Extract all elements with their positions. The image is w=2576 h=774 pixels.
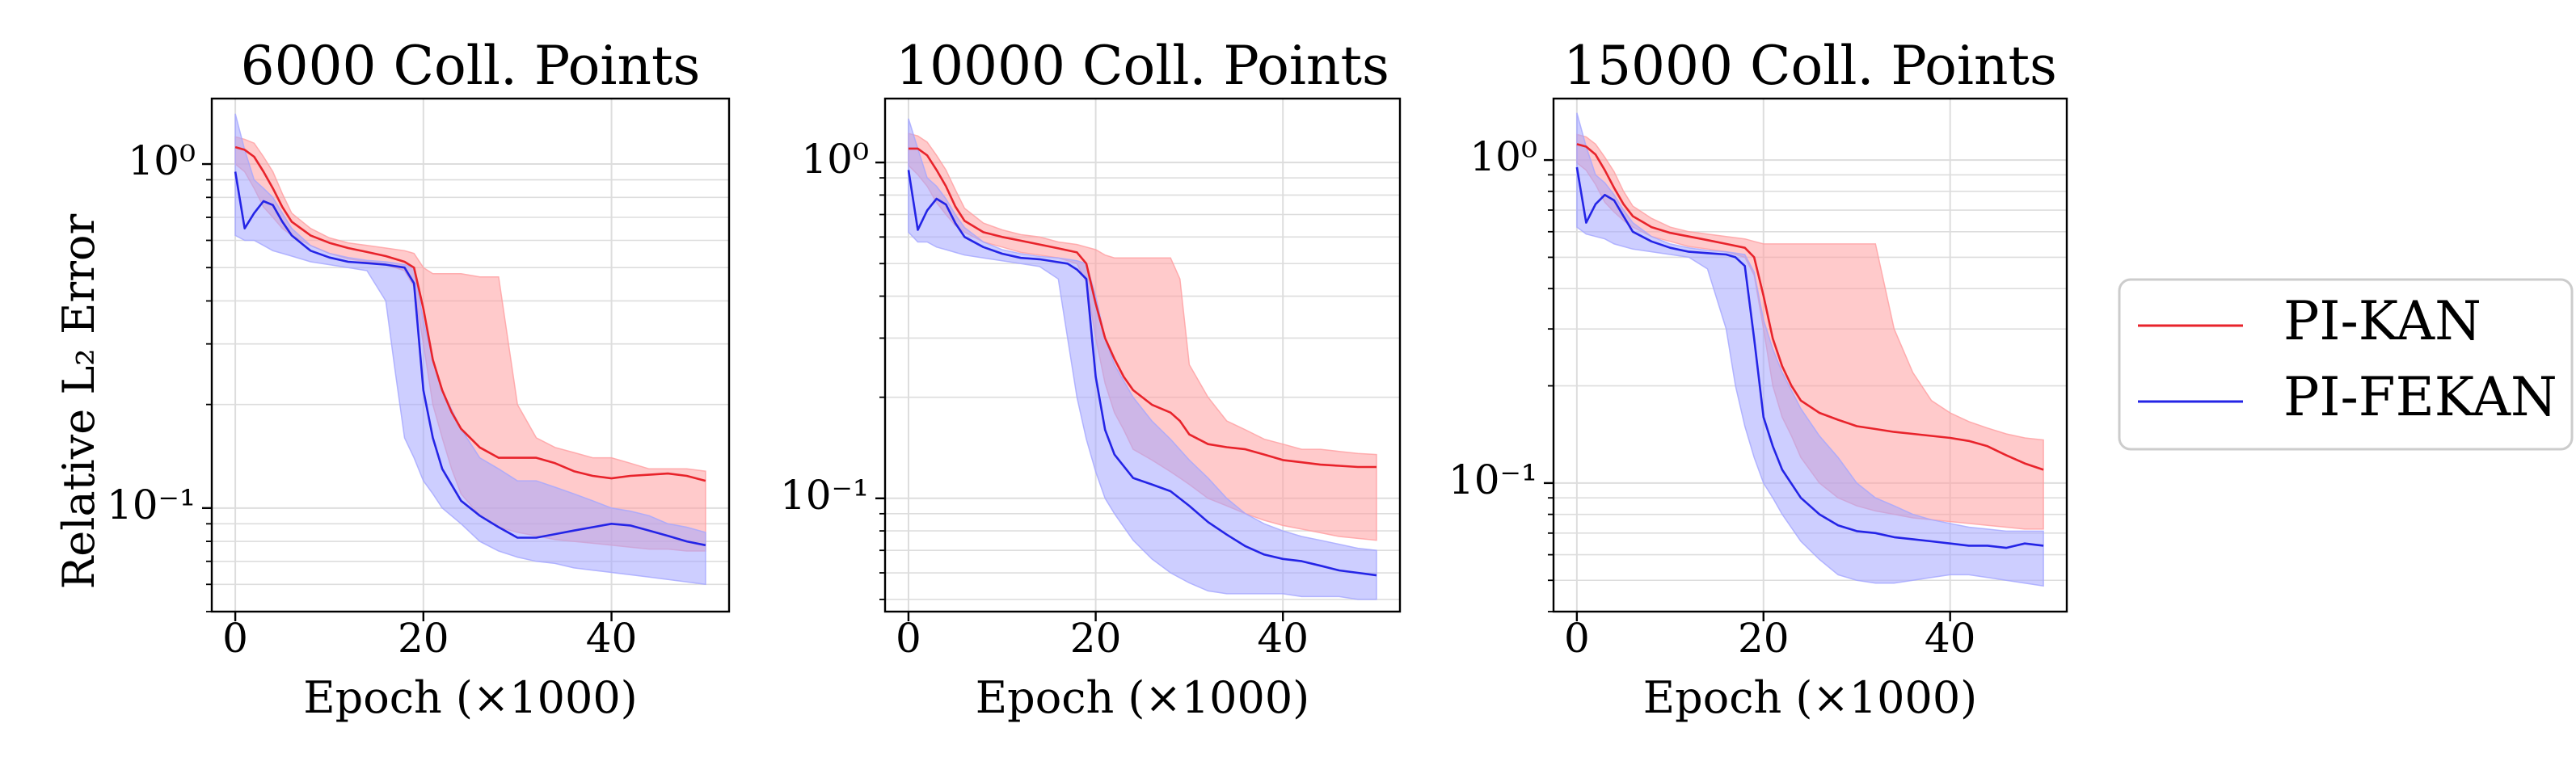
band-pi-kan xyxy=(1576,133,2044,530)
panel-title: 15000 Coll. Points xyxy=(1563,35,2057,97)
series-line-pi-fekan xyxy=(234,171,706,547)
series-line-pi-fekan xyxy=(1575,166,2044,549)
series-line-pi-kan xyxy=(1576,143,2044,471)
y-axis-label: Relative L₂ Error xyxy=(53,213,104,589)
y-tick-label: 10⁰ xyxy=(1469,133,1537,180)
y-tick-label: 10⁻¹ xyxy=(780,472,869,519)
plot-area xyxy=(907,118,1377,600)
x-tick-label: 0 xyxy=(896,615,921,662)
y-tick-label: 10⁻¹ xyxy=(107,482,196,528)
series-line-pi-fekan xyxy=(907,170,1377,577)
plot-area xyxy=(234,113,706,586)
legend-frame xyxy=(2118,278,2574,451)
panel-title: 10000 Coll. Points xyxy=(896,35,1389,97)
panel-title: 6000 Coll. Points xyxy=(241,35,701,97)
legend: PI-KAN PI-FEKAN xyxy=(2118,278,2574,451)
x-axis-label: Epoch (×1000) xyxy=(976,672,1310,723)
panel-2: 0 20 40 10⁰ 10⁻¹ 10000 Coll. Points Epoch (×10… xyxy=(780,35,1402,723)
axes-frame xyxy=(210,97,731,613)
x-tick-label: 20 xyxy=(1738,615,1790,662)
axes-frame xyxy=(883,97,1402,613)
x-tick-label: 40 xyxy=(1925,615,1976,662)
x-tick-label: 40 xyxy=(586,615,638,662)
x-tick-label: 20 xyxy=(1070,615,1122,662)
band-pi-fekan xyxy=(1576,112,2044,587)
panel-3: 0 20 40 10⁰ 10⁻¹ 15000 Coll. Points Epoch (×10… xyxy=(1448,35,2068,723)
x-tick-label: 0 xyxy=(222,615,248,662)
x-axis-label: Epoch (×1000) xyxy=(303,672,638,723)
band-pi-kan xyxy=(908,133,1377,541)
series-line-pi-kan xyxy=(234,145,706,482)
y-tick-label: 10⁻¹ xyxy=(1448,456,1537,503)
x-tick-label: 20 xyxy=(398,615,449,662)
panel-1: 0 20 40 10⁰ 10⁻¹ 6000 Coll. Points Epoch (×100… xyxy=(107,35,731,723)
legend-label-pi-fekan: PI-FEKAN xyxy=(2283,366,2557,428)
panels: 0 20 40 10⁰ 10⁻¹ 6000 Coll. Points Epoch (×100… xyxy=(107,35,2068,723)
x-tick-label: 0 xyxy=(1564,615,1590,662)
y-tick-label: 10⁰ xyxy=(128,137,196,184)
x-tick-label: 40 xyxy=(1257,615,1309,662)
band-pi-fekan xyxy=(908,118,1377,600)
axes-frame xyxy=(1552,97,2068,613)
x-axis-label: Epoch (×1000) xyxy=(1643,672,1978,723)
legend-label-pi-kan: PI-KAN xyxy=(2283,290,2481,352)
series-line-pi-kan xyxy=(909,147,1377,469)
y-tick-label: 10⁰ xyxy=(801,136,869,183)
band-pi-fekan xyxy=(234,113,706,586)
plot-area xyxy=(1575,112,2044,587)
